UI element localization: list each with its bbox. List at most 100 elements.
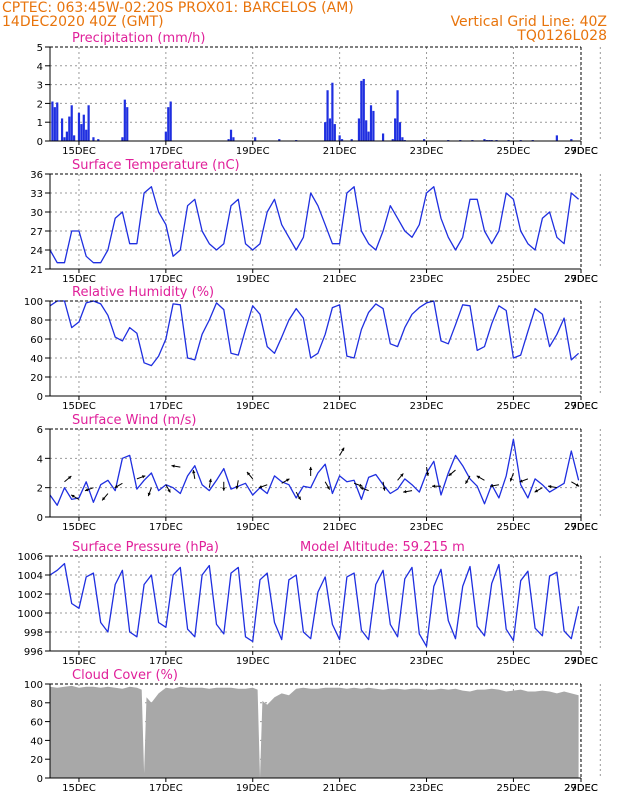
- ytick-label: 80: [30, 316, 43, 327]
- wind-arrow-head: [147, 492, 151, 497]
- precip-bar: [331, 82, 334, 141]
- wind-arrow-head: [403, 489, 407, 494]
- wind-arrow: [171, 464, 181, 468]
- precip-bar: [232, 137, 235, 141]
- rh-line: [49, 300, 580, 367]
- ytick-label: 0: [37, 513, 43, 524]
- panel-press: 996 998 1000 1002 1004 1006 15DEC 17DEC 19DEC 21D…: [18, 540, 601, 667]
- xtick-label: 27DEC: [564, 783, 598, 794]
- precip-bar: [391, 139, 394, 141]
- wind-arrow-head: [382, 487, 386, 491]
- ytick-label: 21: [30, 265, 43, 276]
- xtick-label: 17DEC: [149, 656, 183, 667]
- precip-bar: [80, 124, 83, 141]
- panel-annotation: Model Altitude: 59.215 m: [300, 540, 465, 555]
- header-code: TQ0126L028: [516, 28, 607, 44]
- xtick-label: 27DEC: [564, 401, 598, 412]
- wind-arrow: [476, 475, 485, 481]
- xtick-label: 19DEC: [236, 146, 270, 157]
- wind-arrow-head: [341, 447, 345, 452]
- wind-arrow-head: [222, 487, 226, 491]
- ytick-label: 1004: [18, 571, 43, 582]
- panel-precip: 0 1 2 3 4 5 15DEC 17DEC 19DEC 21DEC 23DEC 25DEC 27DE…: [37, 31, 601, 157]
- wind-arrow-head: [400, 473, 404, 477]
- wind-arrow: [547, 484, 557, 489]
- precip-bar: [362, 78, 365, 141]
- wind-arrow-head: [171, 464, 175, 468]
- ytick-label: 40: [30, 354, 43, 365]
- wind-arrow: [397, 473, 404, 481]
- panel-title: Cloud Cover (%): [72, 668, 178, 683]
- xtick-label: 23DEC: [410, 522, 444, 533]
- wind-arrow: [382, 481, 386, 491]
- xtick-label: 29DEC: [564, 146, 598, 157]
- precip-bar: [92, 137, 95, 141]
- panel-title: Surface Pressure (hPa): [72, 540, 219, 555]
- wind-arrow-head: [548, 484, 552, 489]
- precip-bar: [333, 124, 336, 141]
- ytick-label: 998: [24, 628, 43, 639]
- xtick-label: 23DEC: [410, 146, 444, 157]
- ytick-label: 80: [30, 699, 43, 710]
- xtick-label: 21DEC: [323, 146, 357, 157]
- wind-arrow: [281, 478, 290, 484]
- wind-arrow: [432, 484, 442, 488]
- xtick-label: 23DEC: [410, 783, 444, 794]
- header-line1: CPTEC: 063:45W-02:20S PROX01: BARCELOS (…: [2, 0, 354, 16]
- precip-bar: [56, 102, 59, 141]
- xtick-label: 19DEC: [236, 656, 270, 667]
- xtick-label: 29DEC: [564, 274, 598, 285]
- wind-arrow-head: [258, 485, 263, 489]
- wind-arrow-head: [476, 475, 481, 479]
- precip-bar: [77, 112, 81, 141]
- wind-arrow-head: [432, 484, 436, 488]
- wind-arrow-head: [102, 496, 106, 501]
- precip-bar: [51, 101, 54, 141]
- ytick-label: 40: [30, 736, 43, 747]
- wind-arrow-head: [192, 470, 196, 474]
- wind-arrow-head: [425, 472, 430, 476]
- wind-arrow: [534, 487, 543, 493]
- xtick-label: 15DEC: [62, 274, 96, 285]
- xtick-label: 25DEC: [497, 522, 531, 533]
- wind-arrow-head: [114, 484, 119, 488]
- wind-arrow: [359, 486, 369, 492]
- precip-bar: [70, 105, 73, 141]
- wind-arrow-head: [326, 486, 330, 490]
- ytick-label: 0: [37, 137, 43, 148]
- wind-arrow-head: [167, 489, 171, 493]
- xtick-label: 17DEC: [149, 401, 183, 412]
- panel-cloud: 0 20 40 60 80 100 15DEC 17DEC 19DEC 21DEC 23DEC 25D…: [24, 668, 601, 794]
- wind-arrow-head: [448, 472, 453, 476]
- wind-arrow: [114, 482, 123, 489]
- xtick-label: 29DEC: [564, 401, 598, 412]
- xtick-label: 19DEC: [236, 274, 270, 285]
- wind-arrow: [295, 491, 302, 501]
- xtick-label: 17DEC: [149, 522, 183, 533]
- precip-bar: [97, 139, 100, 141]
- xtick-label: 23DEC: [410, 656, 444, 667]
- xtick-label: 27DEC: [564, 274, 598, 285]
- wind-arrow: [448, 469, 456, 477]
- xtick-label: 21DEC: [323, 656, 357, 667]
- wind-arrow-head: [84, 488, 89, 492]
- wind-arrow: [465, 475, 471, 484]
- ytick-label: 1000: [18, 609, 43, 620]
- panel-wind: 0 2 4 6 15DEC 17DEC 19DEC 21DEC 23DEC 25DEC 27DEC2…: [37, 413, 601, 533]
- precip-bar: [324, 122, 327, 141]
- wind-arrow: [258, 484, 268, 489]
- ytick-label: 1002: [18, 590, 43, 601]
- precip-bar: [167, 107, 170, 141]
- panel-rh: 0 20 40 60 80 100 15DEC 17DEC 19DEC 21DEC 23DEC 25D…: [24, 285, 601, 412]
- wind-arrow-head: [67, 476, 72, 480]
- wind-arrow-head: [465, 480, 469, 484]
- xtick-label: 21DEC: [323, 522, 357, 533]
- wind-arrow: [246, 471, 254, 480]
- ytick-label: 20: [30, 755, 43, 766]
- wind-arrow-head: [286, 478, 290, 482]
- precip-bar: [60, 118, 64, 141]
- header-grid-note: Vertical Grid Line: 40Z: [451, 14, 607, 30]
- precip-bar: [396, 90, 399, 141]
- xtick-label: 29DEC: [564, 522, 598, 533]
